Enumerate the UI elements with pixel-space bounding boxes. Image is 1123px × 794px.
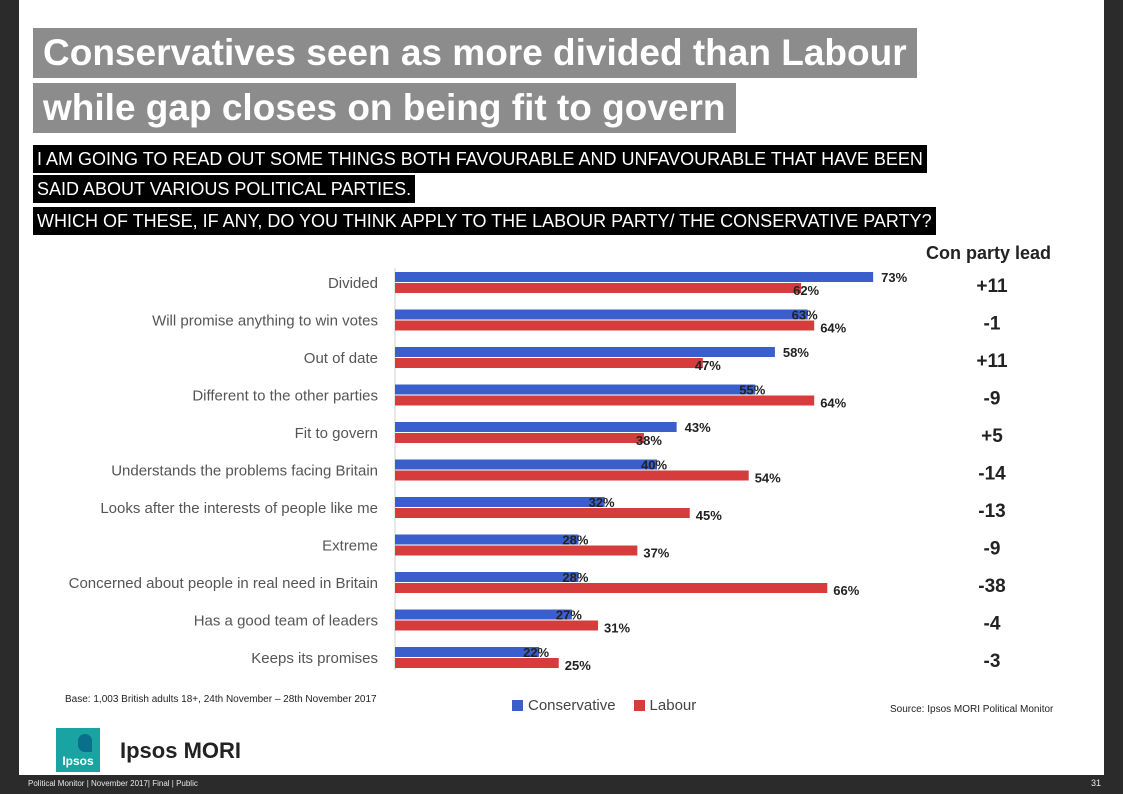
bar-conservative [395, 572, 579, 582]
con-lead-value: +11 [976, 351, 1008, 372]
logo-shape-icon [78, 734, 92, 752]
title-line-1: Conservatives seen as more divided than … [33, 28, 917, 78]
value-label-conservative: 40% [641, 458, 667, 473]
logo-text: Ipsos [62, 754, 94, 768]
value-label-conservative: 28% [562, 533, 588, 548]
category-label: Fit to govern [295, 425, 378, 442]
category-label: Different to the other parties [192, 388, 378, 405]
value-label-labour: 64% [820, 396, 846, 411]
bar-labour [395, 583, 828, 593]
value-label-conservative: 63% [792, 308, 818, 323]
footer-text: Political Monitor | November 2017| Final… [28, 779, 198, 788]
bar-conservative [395, 272, 874, 282]
legend-label-conservative: Conservative [528, 697, 616, 714]
left-frame-bar [0, 0, 19, 794]
bar-conservative [395, 384, 756, 395]
value-label-conservative: 27% [556, 608, 582, 623]
con-lead-value: -1 [984, 314, 1001, 335]
value-label-conservative: 32% [589, 495, 615, 510]
con-lead-value: -3 [984, 651, 1001, 672]
base-note: Base: 1,003 British adults 18+, 24th Nov… [65, 694, 377, 705]
value-label-labour: 25% [565, 658, 591, 673]
legend-label-labour: Labour [649, 697, 697, 714]
category-label: Keeps its promises [251, 650, 378, 667]
legend-item-labour: Labour [633, 697, 697, 714]
value-label-labour: 62% [793, 283, 819, 298]
value-label-labour: 45% [696, 508, 722, 523]
value-label-conservative: 22% [523, 645, 549, 660]
value-label-conservative: 58% [783, 345, 809, 360]
source-note: Source: Ipsos MORI Political Monitor [890, 704, 1054, 715]
bar-labour [395, 283, 802, 293]
con-lead-value: -9 [984, 539, 1001, 560]
bar-labour [395, 508, 690, 518]
value-label-conservative: 43% [685, 420, 711, 435]
bar-labour [395, 470, 749, 481]
con-lead-value: -14 [978, 464, 1006, 485]
legend-swatch-labour [633, 700, 645, 711]
bar-conservative [395, 609, 572, 620]
con-lead-value: -38 [978, 576, 1005, 597]
category-label: Concerned about people in real need in B… [69, 575, 378, 592]
footer-bar [0, 775, 1123, 794]
lead-header: Con party lead [926, 243, 1052, 263]
page-number: 31 [1090, 778, 1101, 788]
con-lead-value: +11 [976, 276, 1008, 297]
bar-conservative [395, 534, 579, 545]
con-lead-value: +5 [981, 426, 1003, 447]
category-label: Has a good team of leaders [194, 613, 378, 630]
title-line-2: while gap closes on being fit to govern [33, 83, 736, 133]
value-label-labour: 47% [695, 358, 721, 373]
question-line-2: SAID ABOUT VARIOUS POLITICAL PARTIES. [33, 175, 416, 203]
bar-labour [395, 658, 559, 668]
ipsos-logo: Ipsos [56, 728, 100, 772]
category-label: Divided [328, 275, 378, 292]
category-label: Will promise anything to win votes [152, 313, 378, 330]
bar-labour [395, 545, 638, 556]
bar-conservative [395, 459, 657, 470]
value-label-labour: 64% [820, 321, 846, 336]
value-label-conservative: 28% [562, 570, 588, 585]
category-label: Looks after the interests of people like… [100, 500, 378, 517]
bar-labour [395, 320, 815, 331]
value-label-labour: 38% [636, 433, 662, 448]
legend-swatch-conservative [512, 700, 523, 711]
legend-item-conservative: Conservative [512, 697, 616, 714]
value-label-labour: 54% [755, 471, 781, 486]
bar-conservative [395, 647, 540, 657]
con-lead-value: -13 [978, 501, 1005, 522]
value-label-labour: 66% [833, 583, 859, 598]
right-frame-bar [1104, 0, 1123, 794]
bar-labour [395, 433, 644, 443]
category-label: Understands the problems facing Britain [111, 463, 378, 480]
con-lead-value: -4 [984, 614, 1001, 635]
bar-conservative [395, 309, 808, 320]
value-label-labour: 31% [604, 621, 630, 636]
question-line-3: WHICH OF THESE, IF ANY, DO YOU THINK APP… [33, 207, 936, 235]
chart-legend: Conservative Labour [512, 697, 696, 714]
con-lead-value: -9 [984, 389, 1001, 410]
value-label-conservative: 55% [739, 383, 765, 398]
brand-name: Ipsos MORI [120, 738, 242, 763]
category-label: Out of date [304, 350, 378, 367]
value-label-conservative: 73% [881, 270, 907, 285]
bar-conservative [395, 497, 605, 507]
bar-labour [395, 395, 815, 406]
bar-conservative [395, 422, 677, 432]
bar-conservative [395, 347, 775, 357]
question-line-1: I AM GOING TO READ OUT SOME THINGS BOTH … [33, 145, 927, 173]
bar-labour [395, 620, 599, 631]
bar-labour [395, 358, 703, 368]
value-label-labour: 37% [643, 546, 669, 561]
category-label: Extreme [322, 538, 378, 555]
